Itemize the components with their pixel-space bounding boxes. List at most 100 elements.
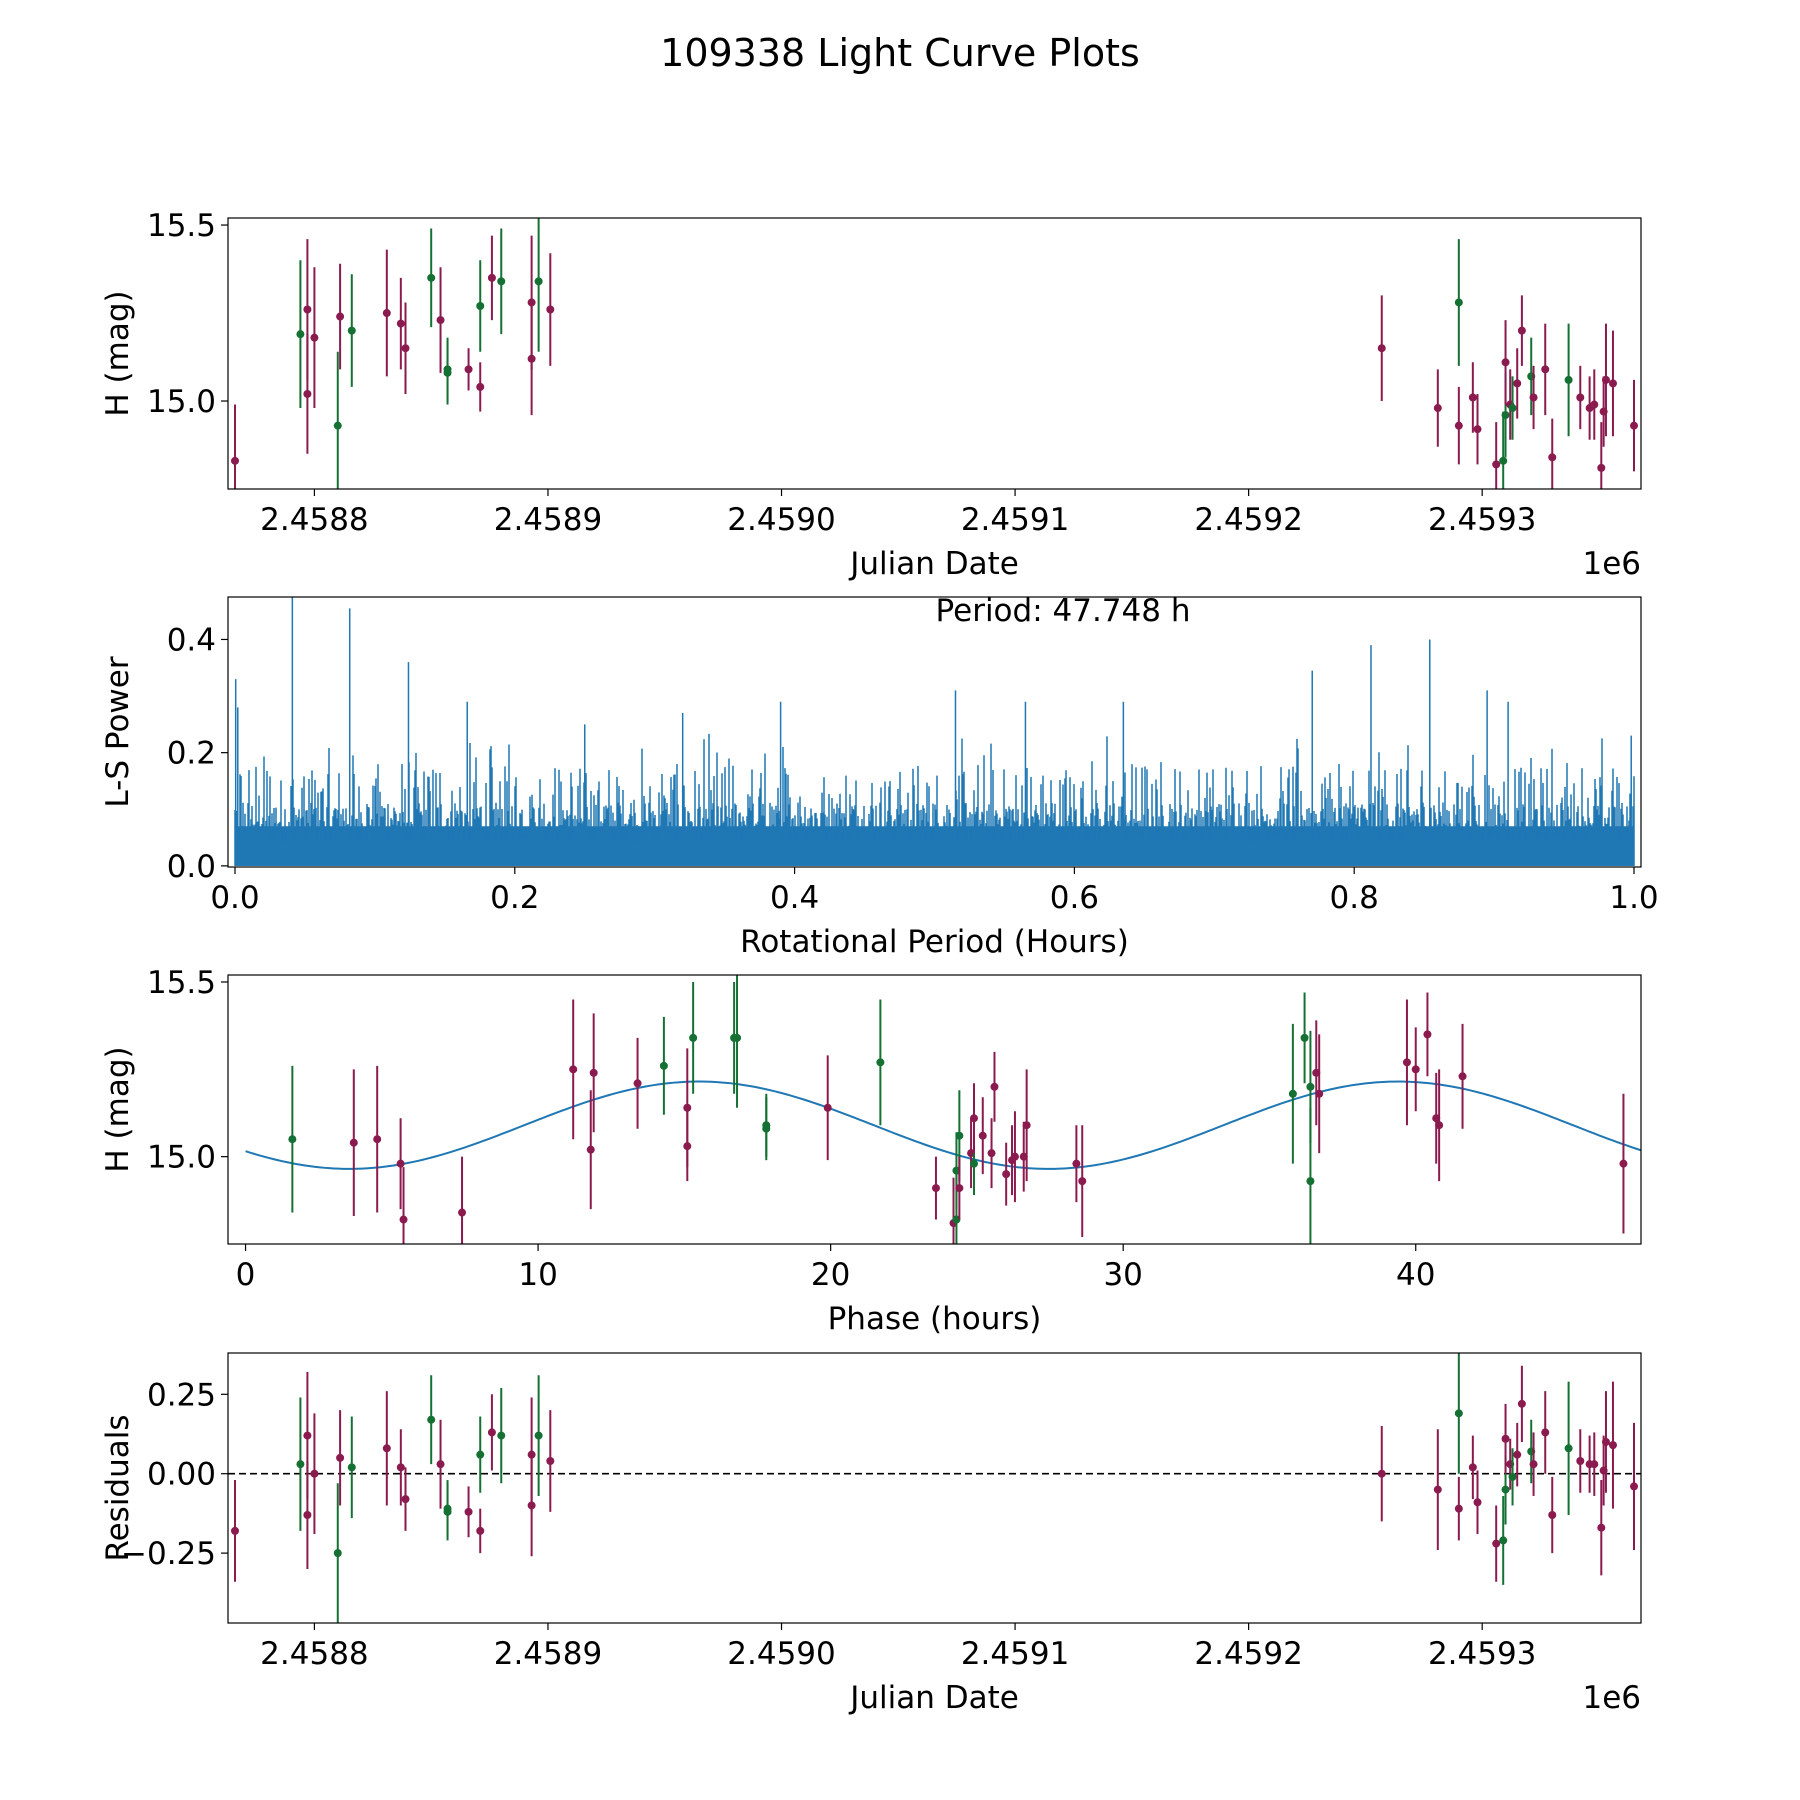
data-point bbox=[1601, 1437, 1610, 1446]
lightcurve-panel: 2.4588 2.4589 2.4590 2.4591 2.4592 2.4593 15.0… bbox=[100, 208, 1642, 582]
residuals-panel: 2.4588 2.4589 2.4590 2.4591 2.4592 2.4593 0.25… bbox=[100, 1352, 1642, 1716]
data-point bbox=[1306, 1177, 1315, 1186]
data-point bbox=[401, 344, 410, 353]
periodogram-series bbox=[234, 597, 1635, 866]
x-tick-label: 0.0 bbox=[210, 880, 259, 916]
y-axis-label: L-S Power bbox=[100, 656, 136, 807]
x-tick-label: 2.4588 bbox=[260, 1636, 368, 1672]
data-point bbox=[303, 1511, 312, 1519]
data-point bbox=[1377, 344, 1386, 353]
data-point bbox=[1529, 393, 1538, 402]
data-point bbox=[1010, 1152, 1019, 1161]
x-tick-label: 20 bbox=[811, 1257, 850, 1293]
data-point bbox=[1454, 298, 1463, 307]
data-point bbox=[1306, 1082, 1315, 1091]
data-point bbox=[683, 1142, 692, 1151]
data-point bbox=[231, 1526, 240, 1535]
data-point bbox=[1601, 375, 1610, 384]
x-tick-label: 2.4592 bbox=[1194, 502, 1302, 538]
data-point bbox=[546, 305, 555, 314]
x-tick-label: 0.2 bbox=[490, 880, 539, 916]
model-group bbox=[245, 1080, 1641, 1170]
data-point bbox=[1468, 1463, 1477, 1472]
y-tick-label: 0.0 bbox=[167, 849, 216, 885]
figure-title: 109338 Light Curve Plots bbox=[660, 31, 1140, 75]
data-point bbox=[399, 1215, 408, 1224]
data-point bbox=[487, 1428, 496, 1437]
x-axis-label: Phase (hours) bbox=[828, 1301, 1042, 1337]
y-tick-label: 0.2 bbox=[167, 736, 216, 772]
data-point bbox=[1288, 1089, 1297, 1098]
data-point bbox=[1608, 379, 1617, 388]
data-point bbox=[659, 1061, 668, 1070]
data-point bbox=[987, 1149, 996, 1158]
data-point bbox=[969, 1159, 978, 1168]
y-tick-label: 0.4 bbox=[167, 622, 216, 658]
data-point bbox=[1529, 1460, 1538, 1469]
y-tick-label: 15.0 bbox=[147, 1140, 216, 1176]
data-point bbox=[336, 1453, 345, 1462]
data-point bbox=[303, 389, 312, 398]
data-point bbox=[464, 365, 473, 374]
data-point bbox=[296, 330, 305, 339]
x-offset-label: 1e6 bbox=[1582, 1680, 1641, 1716]
y-axis-label: Residuals bbox=[100, 1414, 136, 1561]
data-point bbox=[497, 277, 506, 286]
x-tick-label: 10 bbox=[518, 1257, 557, 1293]
data-point bbox=[1597, 1523, 1606, 1532]
data-point bbox=[1517, 326, 1526, 335]
data-point bbox=[349, 1138, 358, 1147]
x-offset-label: 1e6 bbox=[1582, 546, 1641, 582]
y-tick-label: 0.00 bbox=[147, 1457, 216, 1493]
x-tick-label: 2.4589 bbox=[494, 1636, 602, 1672]
data-point bbox=[978, 1131, 987, 1140]
data-point bbox=[633, 1079, 642, 1088]
data-point bbox=[1492, 1539, 1501, 1548]
data-point bbox=[476, 1526, 485, 1535]
data-point bbox=[443, 1507, 452, 1516]
data-point bbox=[487, 273, 496, 282]
x-tick-label: 2.4590 bbox=[727, 1636, 835, 1672]
data-point bbox=[1517, 1399, 1526, 1408]
data-point bbox=[1315, 1089, 1324, 1098]
data-point bbox=[427, 1415, 436, 1424]
data-point bbox=[534, 277, 543, 286]
x-tick-label: 2.4588 bbox=[260, 502, 368, 538]
data-point bbox=[527, 1501, 536, 1510]
data-point bbox=[373, 1135, 382, 1144]
data-point bbox=[401, 1495, 410, 1504]
data-point bbox=[333, 421, 342, 430]
x-tick-label: 1.0 bbox=[1609, 880, 1658, 916]
data-point bbox=[1377, 1469, 1386, 1478]
y-tick-label: −0.25 bbox=[121, 1536, 216, 1572]
data-point bbox=[476, 301, 485, 310]
data-point bbox=[303, 305, 312, 314]
data-point bbox=[1468, 393, 1477, 402]
data-point bbox=[333, 1549, 342, 1558]
model-curve bbox=[245, 1080, 1641, 1170]
data-point bbox=[1022, 1121, 1031, 1130]
period-annotation: Period: 47.748 h bbox=[936, 593, 1191, 629]
data-point bbox=[1629, 421, 1638, 430]
data-point bbox=[1564, 1444, 1573, 1453]
data-point bbox=[310, 1469, 319, 1478]
data-point bbox=[458, 1208, 467, 1217]
data-point bbox=[1597, 463, 1606, 472]
x-axis-label: Julian Date bbox=[848, 546, 1019, 582]
data-point bbox=[527, 354, 536, 363]
data-point bbox=[231, 456, 240, 465]
data-point bbox=[1411, 1065, 1420, 1074]
y-tick-label: 0.25 bbox=[147, 1377, 216, 1413]
x-tick-label: 2.4590 bbox=[727, 502, 835, 538]
data-point bbox=[1473, 425, 1482, 434]
data-point bbox=[1454, 421, 1463, 430]
x-tick-label: 2.4592 bbox=[1194, 1636, 1302, 1672]
data-point bbox=[586, 1145, 595, 1154]
data-point bbox=[1501, 411, 1510, 420]
data-point bbox=[288, 1135, 297, 1144]
data-point bbox=[497, 1431, 506, 1440]
plot-frame bbox=[227, 596, 1642, 868]
data-points bbox=[288, 975, 1628, 1244]
data-point bbox=[1499, 456, 1508, 465]
data-point bbox=[1454, 1409, 1463, 1418]
